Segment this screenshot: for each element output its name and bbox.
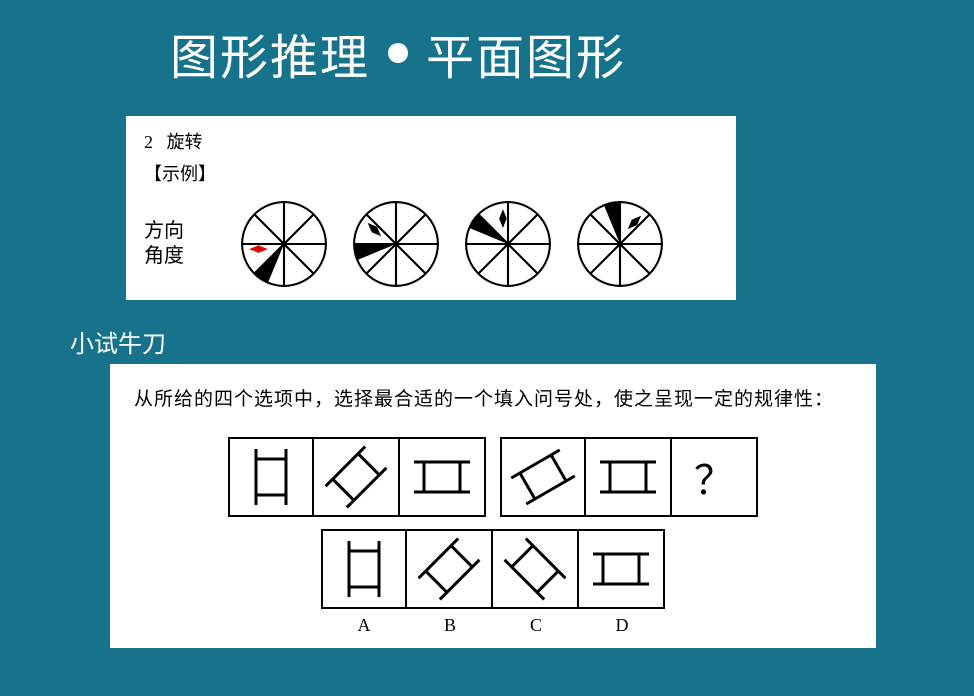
question-panel: 从所给的四个选项中，选择最合适的一个填入问号处，使之呈现一定的规律性： ？ A B…	[110, 364, 876, 648]
option-label: D	[616, 615, 629, 636]
example-heading: 2 旋转	[144, 128, 718, 154]
sequence-cell	[500, 437, 586, 517]
side-line-1: 方向	[144, 219, 230, 244]
option-d[interactable]: D	[579, 529, 665, 636]
sequence-cell	[314, 437, 400, 517]
option-label: B	[444, 615, 456, 636]
wheel-icon	[464, 200, 552, 288]
options-row: A B C D	[134, 529, 852, 636]
option-a[interactable]: A	[321, 529, 407, 636]
example-number: 2	[144, 132, 153, 152]
option-b[interactable]: B	[407, 529, 493, 636]
dot-separator-icon	[388, 43, 408, 63]
page-title: 图形推理 平面图形	[170, 18, 626, 88]
wheel-icon	[240, 200, 328, 288]
sequence-cell	[228, 437, 314, 517]
wheel-icon	[576, 200, 664, 288]
example-topic: 旋转	[167, 132, 203, 152]
option-label: A	[358, 615, 371, 636]
option-c[interactable]: C	[493, 529, 579, 636]
question-prompt: 从所给的四个选项中，选择最合适的一个填入问号处，使之呈现一定的规律性：	[134, 384, 852, 411]
sequence-cell	[400, 437, 486, 517]
sequence-group-2: ？	[500, 437, 758, 517]
option-label: C	[530, 615, 542, 636]
title-left: 图形推理	[170, 18, 370, 88]
example-side-text: 方向 角度	[144, 219, 230, 269]
sequence-cell: ？	[672, 437, 758, 517]
wheel-row	[240, 200, 664, 288]
side-line-2: 角度	[144, 244, 230, 269]
option-cell	[407, 529, 493, 609]
wheel-icon	[352, 200, 440, 288]
sequence-cell	[586, 437, 672, 517]
subtitle: 小试牛刀	[70, 324, 166, 359]
example-row: 方向 角度	[144, 200, 718, 288]
example-bracket-label: 【示例】	[144, 160, 718, 186]
example-panel: 2 旋转 【示例】 方向 角度	[126, 116, 736, 300]
sequence-row: ？	[134, 437, 852, 517]
option-cell	[493, 529, 579, 609]
title-right: 平面图形	[426, 18, 626, 88]
question-mark: ？	[694, 448, 734, 506]
option-cell	[579, 529, 665, 609]
option-cell	[321, 529, 407, 609]
sequence-group-1	[228, 437, 486, 517]
